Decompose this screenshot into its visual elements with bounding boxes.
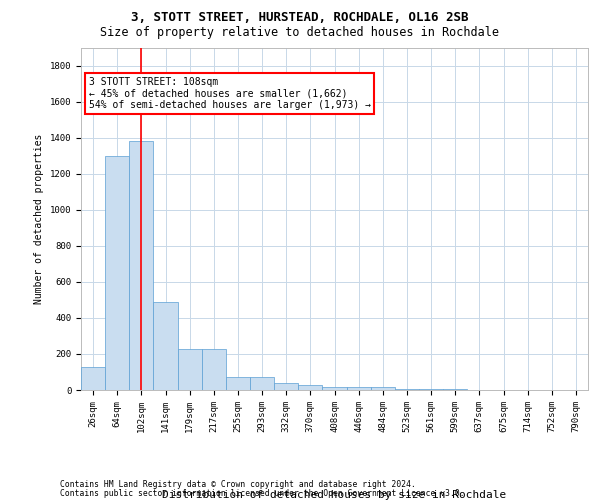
- Bar: [274, 383, 298, 390]
- Bar: [226, 378, 250, 390]
- Bar: [154, 302, 178, 390]
- Text: Contains public sector information licensed under the Open Government Licence v3: Contains public sector information licen…: [60, 488, 464, 498]
- Text: Size of property relative to detached houses in Rochdale: Size of property relative to detached ho…: [101, 26, 499, 39]
- Bar: [371, 388, 395, 390]
- Bar: [395, 389, 419, 390]
- X-axis label: Distribution of detached houses by size in Rochdale: Distribution of detached houses by size …: [163, 490, 506, 500]
- Bar: [105, 156, 129, 390]
- Text: 3, STOTT STREET, HURSTEAD, ROCHDALE, OL16 2SB: 3, STOTT STREET, HURSTEAD, ROCHDALE, OL1…: [131, 11, 469, 24]
- Bar: [178, 350, 202, 390]
- Text: 3 STOTT STREET: 108sqm
← 45% of detached houses are smaller (1,662)
54% of semi-: 3 STOTT STREET: 108sqm ← 45% of detached…: [89, 76, 371, 110]
- Bar: [202, 350, 226, 390]
- Bar: [347, 387, 371, 390]
- Bar: [298, 386, 322, 390]
- Bar: [81, 366, 105, 390]
- Bar: [129, 141, 154, 390]
- Y-axis label: Number of detached properties: Number of detached properties: [34, 134, 44, 304]
- Bar: [322, 387, 347, 390]
- Bar: [250, 378, 274, 390]
- Text: Contains HM Land Registry data © Crown copyright and database right 2024.: Contains HM Land Registry data © Crown c…: [60, 480, 416, 489]
